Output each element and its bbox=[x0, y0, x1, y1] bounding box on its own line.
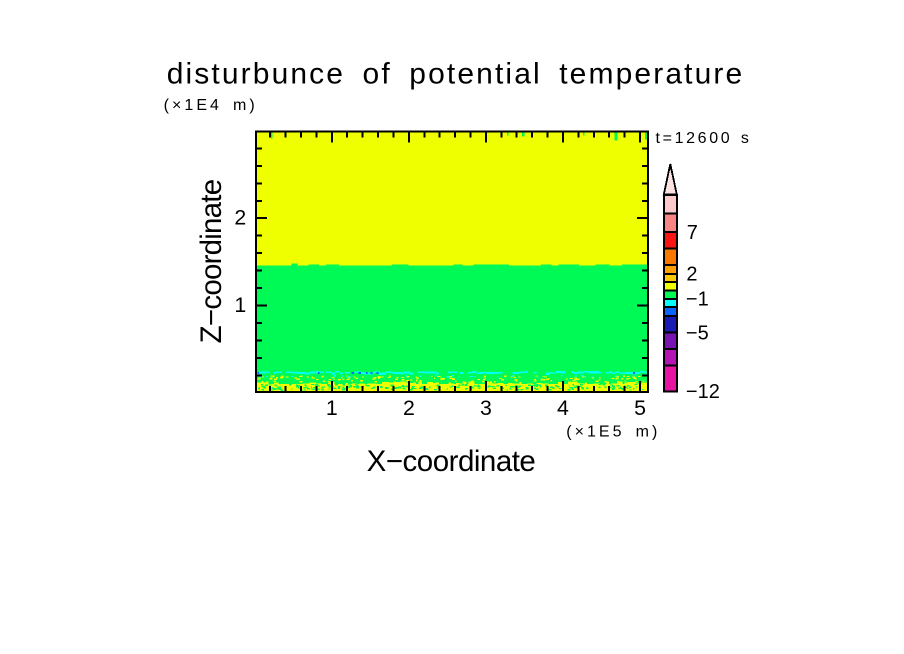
svg-text:5: 5 bbox=[634, 396, 646, 420]
svg-text:2: 2 bbox=[403, 396, 415, 420]
svg-text:2: 2 bbox=[686, 264, 697, 286]
svg-text:disturbunce of potential tempe: disturbunce of potential temperature bbox=[167, 57, 745, 90]
svg-text:X−coordinate: X−coordinate bbox=[367, 445, 536, 478]
svg-text:(×1E5 m): (×1E5 m) bbox=[566, 424, 660, 441]
svg-text:4: 4 bbox=[557, 396, 569, 420]
svg-text:2: 2 bbox=[234, 205, 246, 229]
svg-text:7: 7 bbox=[687, 222, 698, 244]
svg-text:t=12600 s: t=12600 s bbox=[656, 130, 752, 147]
svg-text:(×1E4 m): (×1E4 m) bbox=[164, 97, 258, 114]
svg-text:3: 3 bbox=[480, 396, 492, 420]
svg-text:Z−coordinate: Z−coordinate bbox=[195, 179, 228, 343]
svg-text:−1: −1 bbox=[686, 289, 709, 311]
svg-text:1: 1 bbox=[326, 396, 338, 420]
svg-text:−5: −5 bbox=[686, 322, 709, 344]
svg-text:1: 1 bbox=[234, 293, 246, 317]
svg-text:−12: −12 bbox=[686, 381, 720, 403]
